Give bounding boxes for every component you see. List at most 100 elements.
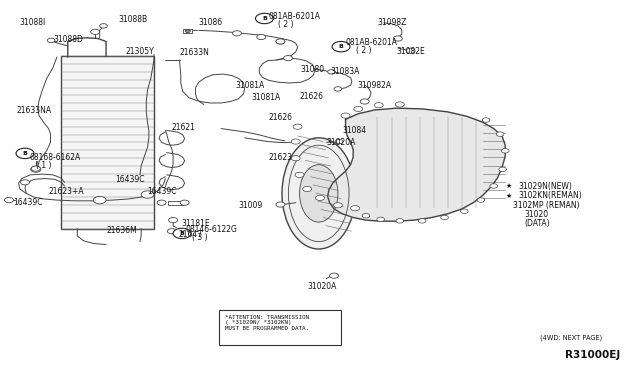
Circle shape: [441, 215, 449, 220]
Circle shape: [91, 29, 100, 35]
Text: B: B: [22, 151, 28, 156]
Text: 31098Z: 31098Z: [378, 19, 407, 28]
Bar: [183, 29, 192, 33]
Circle shape: [490, 184, 497, 188]
Text: 31084: 31084: [342, 126, 367, 135]
Ellipse shape: [282, 138, 355, 249]
Circle shape: [141, 191, 154, 198]
Text: 21633NA: 21633NA: [17, 106, 52, 115]
Circle shape: [16, 148, 34, 158]
Circle shape: [396, 219, 404, 223]
Circle shape: [362, 214, 370, 218]
Text: (DATA): (DATA): [524, 219, 550, 228]
Circle shape: [31, 166, 41, 172]
Text: 21623: 21623: [269, 153, 293, 162]
Circle shape: [93, 196, 106, 204]
Circle shape: [477, 198, 484, 202]
Circle shape: [501, 148, 509, 153]
Circle shape: [276, 39, 285, 44]
Circle shape: [173, 228, 191, 238]
Circle shape: [185, 30, 190, 33]
Circle shape: [333, 203, 342, 208]
Text: 31020: 31020: [524, 211, 548, 219]
Circle shape: [276, 39, 285, 44]
Text: 31088I: 31088I: [19, 19, 45, 28]
Circle shape: [406, 48, 415, 53]
Circle shape: [276, 202, 285, 207]
Text: B: B: [339, 44, 344, 49]
Text: 21636M: 21636M: [106, 226, 137, 235]
Text: *ATTENTION: TRANSMISSION
( *31029N/ *3102KN)
MUST BE PROGRAMMED DATA.: *ATTENTION: TRANSMISSION ( *31029N/ *310…: [225, 315, 309, 331]
Text: B: B: [262, 16, 267, 21]
Text: ★: ★: [506, 193, 512, 199]
Text: 21626: 21626: [300, 92, 324, 101]
Text: 31181E: 31181E: [181, 219, 210, 228]
Bar: [168, 201, 184, 205]
Text: 31029N(NEW): 31029N(NEW): [518, 182, 572, 190]
Circle shape: [168, 229, 176, 234]
Text: 16439C: 16439C: [13, 198, 43, 207]
Text: 081AB-6201A: 081AB-6201A: [269, 12, 321, 21]
Circle shape: [377, 217, 385, 222]
Circle shape: [255, 13, 273, 24]
Circle shape: [31, 166, 40, 171]
Circle shape: [482, 118, 490, 122]
Text: 08146-6122G: 08146-6122G: [186, 225, 238, 234]
Circle shape: [419, 219, 426, 223]
Circle shape: [20, 180, 29, 185]
Circle shape: [295, 172, 304, 177]
Text: R31000EJ: R31000EJ: [565, 350, 620, 360]
Text: 16439C: 16439C: [116, 175, 145, 184]
Text: 081AB-6201A: 081AB-6201A: [346, 38, 397, 47]
Circle shape: [100, 24, 108, 28]
Text: 310982A: 310982A: [357, 81, 391, 90]
Circle shape: [461, 209, 468, 214]
Text: ★: ★: [506, 183, 512, 189]
Circle shape: [316, 195, 324, 201]
Text: 31083A: 31083A: [330, 67, 360, 76]
Text: 21626: 21626: [269, 113, 293, 122]
FancyBboxPatch shape: [219, 310, 341, 344]
Text: 31081A: 31081A: [252, 93, 281, 102]
Text: 21647: 21647: [178, 230, 202, 239]
Circle shape: [293, 124, 302, 129]
Circle shape: [335, 139, 343, 144]
Circle shape: [354, 106, 363, 112]
Circle shape: [499, 167, 506, 171]
Text: 21623+A: 21623+A: [49, 187, 84, 196]
Text: ( 3 ): ( 3 ): [192, 233, 208, 243]
Circle shape: [303, 186, 312, 192]
Circle shape: [396, 102, 404, 107]
Circle shape: [169, 218, 177, 223]
Text: 31081A: 31081A: [236, 81, 265, 90]
Circle shape: [374, 103, 383, 108]
Text: B: B: [180, 231, 184, 236]
Text: 21621: 21621: [172, 123, 196, 132]
Circle shape: [496, 132, 504, 137]
Circle shape: [394, 36, 403, 41]
Text: 3102MP (REMAN): 3102MP (REMAN): [513, 201, 580, 210]
Circle shape: [232, 31, 241, 36]
Text: 08168-6162A: 08168-6162A: [29, 153, 81, 161]
Circle shape: [47, 38, 55, 42]
Circle shape: [330, 273, 339, 278]
Circle shape: [180, 200, 189, 205]
Circle shape: [4, 198, 13, 203]
Circle shape: [291, 155, 300, 161]
Polygon shape: [328, 108, 505, 221]
Circle shape: [360, 99, 369, 104]
Text: ( 2 ): ( 2 ): [278, 20, 294, 29]
Text: 31088B: 31088B: [119, 15, 148, 24]
Text: 31020A: 31020A: [307, 282, 337, 291]
Text: (4WD: NEXT PAGE): (4WD: NEXT PAGE): [540, 335, 603, 341]
Text: 31009: 31009: [239, 201, 263, 210]
Circle shape: [341, 113, 350, 118]
Text: ( 2 ): ( 2 ): [356, 46, 371, 55]
Text: 31082E: 31082E: [397, 46, 426, 55]
Text: 31080: 31080: [301, 65, 325, 74]
Text: 21305Y: 21305Y: [125, 47, 154, 56]
Circle shape: [257, 35, 266, 39]
Circle shape: [334, 87, 342, 91]
Circle shape: [332, 41, 350, 52]
Circle shape: [284, 55, 292, 61]
